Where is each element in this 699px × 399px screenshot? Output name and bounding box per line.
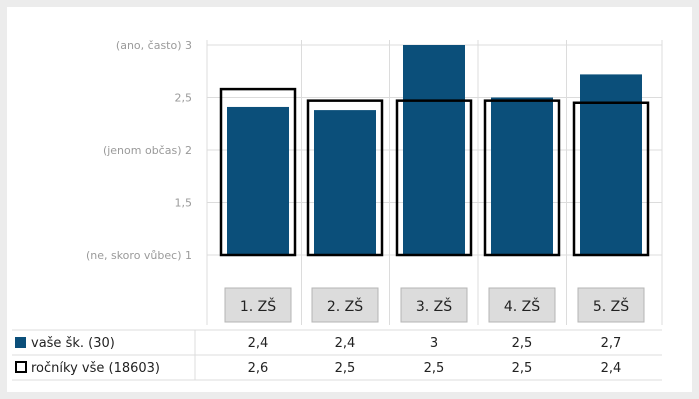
category-label: 1. ZŠ — [240, 297, 276, 315]
category-label: 4. ZŠ — [504, 297, 540, 315]
legend-swatch-outline — [15, 361, 27, 373]
table-value: 2,7 — [601, 336, 622, 351]
legend-label: vaše šk. (30) — [31, 336, 115, 351]
bar-5 — [580, 74, 642, 256]
outline-bar-1 — [219, 87, 297, 257]
table-value: 2,5 — [424, 361, 445, 376]
category-label: 2. ZŠ — [327, 297, 363, 315]
y-tick-label: (ano, často) 3 — [116, 39, 192, 52]
category-box — [400, 287, 468, 323]
y-tick-label: 1,5 — [175, 197, 193, 210]
table-value: 3 — [430, 336, 438, 351]
table-value: 2,4 — [248, 336, 269, 351]
category-label: 3. ZŠ — [416, 297, 452, 315]
outline-bar-2 — [306, 99, 384, 257]
table-value: 2,5 — [335, 361, 356, 376]
category-box — [311, 287, 379, 323]
category-label: 5. ZŠ — [593, 297, 629, 315]
table-value: 2,4 — [335, 336, 356, 351]
outline-bar-5 — [572, 101, 650, 257]
category-box — [577, 287, 645, 323]
table-value: 2,5 — [512, 336, 533, 351]
bar-1 — [227, 106, 289, 255]
category-box — [224, 287, 292, 323]
legend-swatch-filled — [15, 337, 26, 348]
legend-label: ročníky vše (18603) — [31, 361, 160, 376]
bar-2 — [314, 110, 376, 255]
table-value: 2,6 — [248, 361, 269, 376]
bar-4 — [491, 97, 553, 255]
bar-3 — [403, 45, 465, 255]
y-tick-label: (jenom občas) 2 — [103, 144, 192, 157]
y-tick-label: 2,5 — [175, 92, 193, 105]
y-tick-label: (ne, skoro vůbec) 1 — [86, 249, 192, 262]
outline-bar-3 — [395, 99, 473, 257]
category-box — [488, 287, 556, 323]
outline-bar-4 — [483, 99, 561, 257]
table-value: 2,5 — [512, 361, 533, 376]
table-value: 2,4 — [601, 361, 622, 376]
